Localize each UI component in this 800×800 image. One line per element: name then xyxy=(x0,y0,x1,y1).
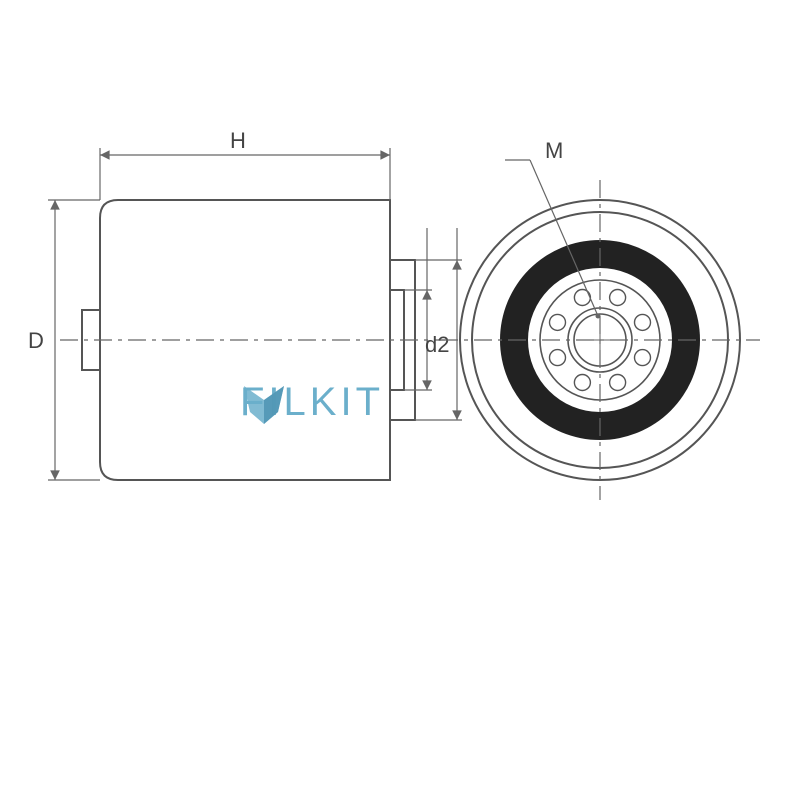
label-M: M xyxy=(545,138,563,163)
fox-icon xyxy=(240,380,288,428)
technical-diagram: H D d2 d3 xyxy=(0,0,800,800)
label-D: D xyxy=(28,328,44,353)
end-view: M xyxy=(440,138,760,500)
label-d2: d2 xyxy=(425,332,449,357)
label-H: H xyxy=(230,128,246,153)
watermark: FILKIT xyxy=(240,380,384,425)
